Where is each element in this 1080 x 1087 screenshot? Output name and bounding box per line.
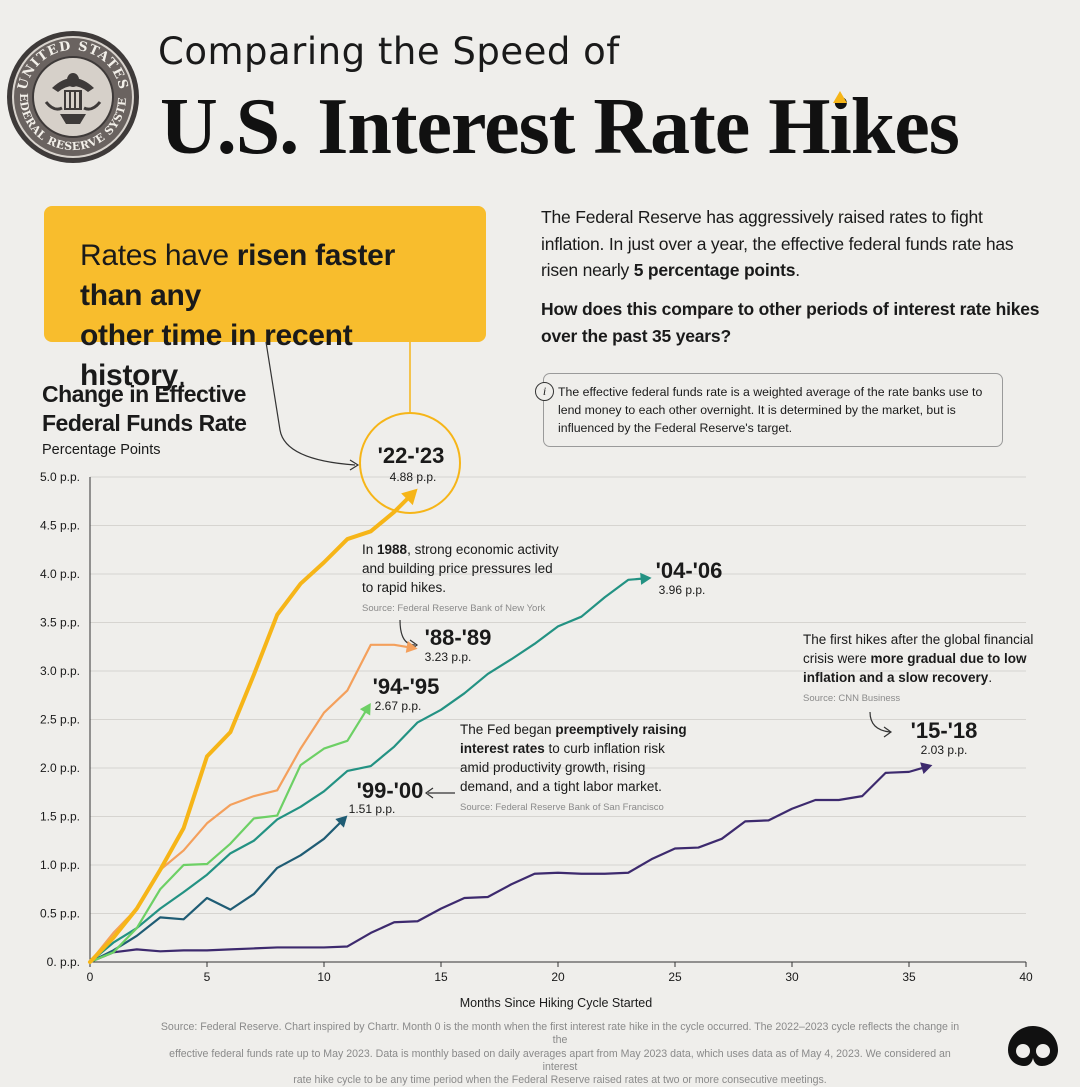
y-tick-label: 0. p.p. [47, 955, 80, 969]
y-tick-label: 1.0 p.p. [40, 858, 80, 872]
series-arrowhead [335, 815, 348, 828]
y-tick-label: 4.5 p.p. [40, 519, 80, 533]
info-text: The effective federal funds rate is a we… [558, 385, 983, 435]
series-arrowhead [405, 640, 418, 653]
chart-unit: Percentage Points [42, 442, 161, 458]
series-arrowhead [359, 703, 371, 716]
series-end-value: 3.23 p.p. [425, 650, 472, 664]
y-tick-label: 2.5 p.p. [40, 713, 80, 727]
series-end-value: 3.96 p.p. [659, 583, 706, 597]
info-box: i The effective federal funds rate is a … [535, 373, 1003, 447]
intro-text: The Federal Reserve has aggressively rai… [541, 207, 1014, 280]
series-label: '04-'06 [656, 558, 723, 583]
annotation-2015-source: Source: CNN Business [803, 693, 900, 704]
series-label: '99-'00 [357, 778, 424, 803]
series-label: '94-'95 [373, 674, 440, 699]
y-tick-label: 3.0 p.p. [40, 664, 80, 678]
series-label: '88-'89 [425, 625, 492, 650]
federal-reserve-seal: UNITED STATES FEDERAL RESERVE SYSTEM [4, 28, 139, 163]
series-line [88, 821, 342, 964]
x-tick-label: 15 [434, 970, 448, 984]
annotation-arrow-1988 [399, 619, 416, 646]
series-line [88, 766, 925, 964]
series-end-value: 4.88 p.p. [390, 470, 437, 484]
annotation-1999-source: Source: Federal Reserve Bank of San Fran… [460, 802, 664, 813]
y-tick-label: 2.0 p.p. [40, 761, 80, 775]
chart-title: Change in Effective Federal Funds Rate [42, 381, 247, 436]
annotation-1988: In 1988, strong economic activity and bu… [362, 542, 562, 595]
series-end-value: 2.67 p.p. [375, 699, 422, 713]
y-tick-label: 1.5 p.p. [40, 810, 80, 824]
publisher-logo-icon [1008, 1026, 1058, 1066]
series-arrowhead [401, 488, 418, 506]
series-label: '15-'18 [911, 718, 978, 743]
highlight-ring [359, 412, 461, 514]
x-tick-label: 0 [87, 970, 94, 984]
info-icon: i [535, 382, 554, 401]
series-line [88, 709, 367, 964]
pointer-callout-arrow [265, 341, 356, 466]
x-tick-label: 20 [551, 970, 565, 984]
x-tick-label: 5 [204, 970, 211, 984]
footer-source: Source: Federal Reserve. Chart inspired … [160, 1021, 960, 1087]
highlight-callout: Rates have risen faster than any other ti… [44, 206, 486, 392]
series-arrowhead [640, 572, 652, 585]
y-tick-label: 3.5 p.p. [40, 616, 80, 630]
title-arrow-letter: i [829, 83, 852, 171]
annotation-1988-source: Source: Federal Reserve Bank of New York [362, 603, 545, 614]
x-tick-label: 30 [785, 970, 799, 984]
series-end-value: 2.03 p.p. [921, 743, 968, 757]
x-tick-label: 25 [668, 970, 682, 984]
subtitle: Comparing the Speed of [158, 30, 620, 73]
series-line [88, 577, 644, 964]
series-end-value: 1.51 p.p. [349, 802, 396, 816]
y-tick-label: 4.0 p.p. [40, 567, 80, 581]
intro-question: How does this compare to other periods o… [541, 299, 1040, 346]
series-label: '22-'23 [378, 443, 445, 468]
x-axis-label: Months Since Hiking Cycle Started [460, 996, 652, 1010]
y-tick-label: 5.0 p.p. [40, 470, 80, 484]
series-arrowhead [920, 762, 933, 774]
annotation-1999: The Fed began preemptively raising inter… [460, 722, 690, 794]
x-tick-label: 40 [1019, 970, 1033, 984]
x-tick-label: 10 [317, 970, 331, 984]
y-tick-label: 0.5 p.p. [40, 907, 80, 921]
x-tick-label: 35 [902, 970, 916, 984]
page-title: U.S. Interest Rate Hikes [160, 83, 960, 171]
annotation-2015: The first hikes after the global financi… [803, 632, 1037, 685]
annotation-arrow-2015 [869, 711, 891, 733]
series-line [88, 495, 411, 964]
